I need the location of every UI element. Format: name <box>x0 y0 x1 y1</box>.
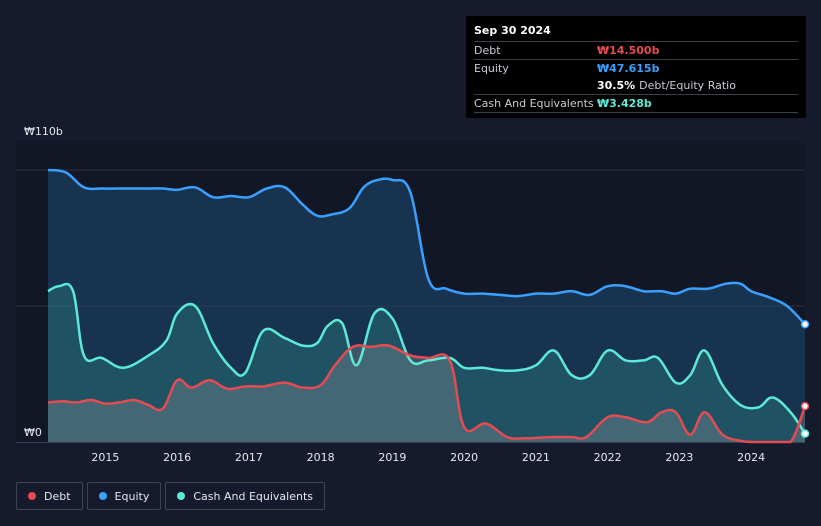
series-end-markers <box>800 320 810 438</box>
y-axis-max-label: ₩110b <box>24 125 63 138</box>
x-tick-2024: 2024 <box>737 451 765 464</box>
tooltip-row-debt: Debt ₩14.500b <box>474 42 798 60</box>
tooltip-equity-label: Equity <box>474 62 509 75</box>
series-lines <box>47 168 807 444</box>
legend-dot-debt <box>28 492 36 500</box>
x-tick-2021: 2021 <box>522 451 550 464</box>
tooltip-ratio-value: 30.5% <box>597 79 636 92</box>
tooltip-row-ratio: 30.5% Debt/Equity Ratio <box>474 77 798 95</box>
line-equity <box>47 168 806 326</box>
x-tick-2023: 2023 <box>665 451 693 464</box>
x-tick-2016: 2016 <box>163 451 191 464</box>
tooltip-panel: Sep 30 2024 Debt ₩14.500b Equity ₩47.615… <box>466 16 806 118</box>
tooltip-row-cash: Cash And Equivalents ₩3.428b <box>474 95 798 113</box>
tooltip-equity-value: ₩47.615b <box>597 62 660 75</box>
end-marker-equity <box>800 320 810 329</box>
tooltip-ratio-label: Debt/Equity Ratio <box>639 79 736 92</box>
x-tick-2020: 2020 <box>450 451 478 464</box>
legend-label-cash: Cash And Equivalents <box>193 489 313 503</box>
line-cash <box>47 282 807 435</box>
tooltip-cash-label: Cash And Equivalents <box>474 97 594 110</box>
chart-legend: Debt Equity Cash And Equivalents <box>16 482 325 510</box>
legend-item-cash[interactable]: Cash And Equivalents <box>165 482 325 510</box>
legend-label-debt: Debt <box>44 489 71 503</box>
legend-label-equity: Equity <box>114 489 150 503</box>
y-axis-min-label: ₩0 <box>24 426 42 439</box>
area-debt <box>48 345 805 442</box>
x-tick-2018: 2018 <box>307 451 335 464</box>
y-axis-labels: ₩110b ₩0 <box>24 125 63 439</box>
x-axis-ticks: 2015 2016 2017 2018 2019 2020 2021 2022 2023 2024 <box>91 451 765 464</box>
tooltip-cash-value: ₩3.428b <box>597 97 652 110</box>
tooltip-debt-value: ₩14.500b <box>597 44 660 57</box>
legend-item-equity[interactable]: Equity <box>86 482 162 510</box>
x-tick-2022: 2022 <box>594 451 622 464</box>
x-tick-2017: 2017 <box>235 451 263 464</box>
line-debt <box>47 343 807 444</box>
x-tick-2019: 2019 <box>378 451 406 464</box>
legend-item-debt[interactable]: Debt <box>16 482 83 510</box>
tooltip-date: Sep 30 2024 <box>474 24 798 42</box>
end-marker-debt <box>800 401 810 411</box>
legend-dot-equity <box>98 492 107 500</box>
area-cash <box>48 283 805 442</box>
x-tick-2015: 2015 <box>91 451 119 464</box>
legend-dot-cash <box>177 492 186 500</box>
end-marker-cash <box>800 429 810 438</box>
tooltip-row-equity: Equity ₩47.615b <box>474 60 798 77</box>
tooltip-debt-label: Debt <box>474 44 501 57</box>
